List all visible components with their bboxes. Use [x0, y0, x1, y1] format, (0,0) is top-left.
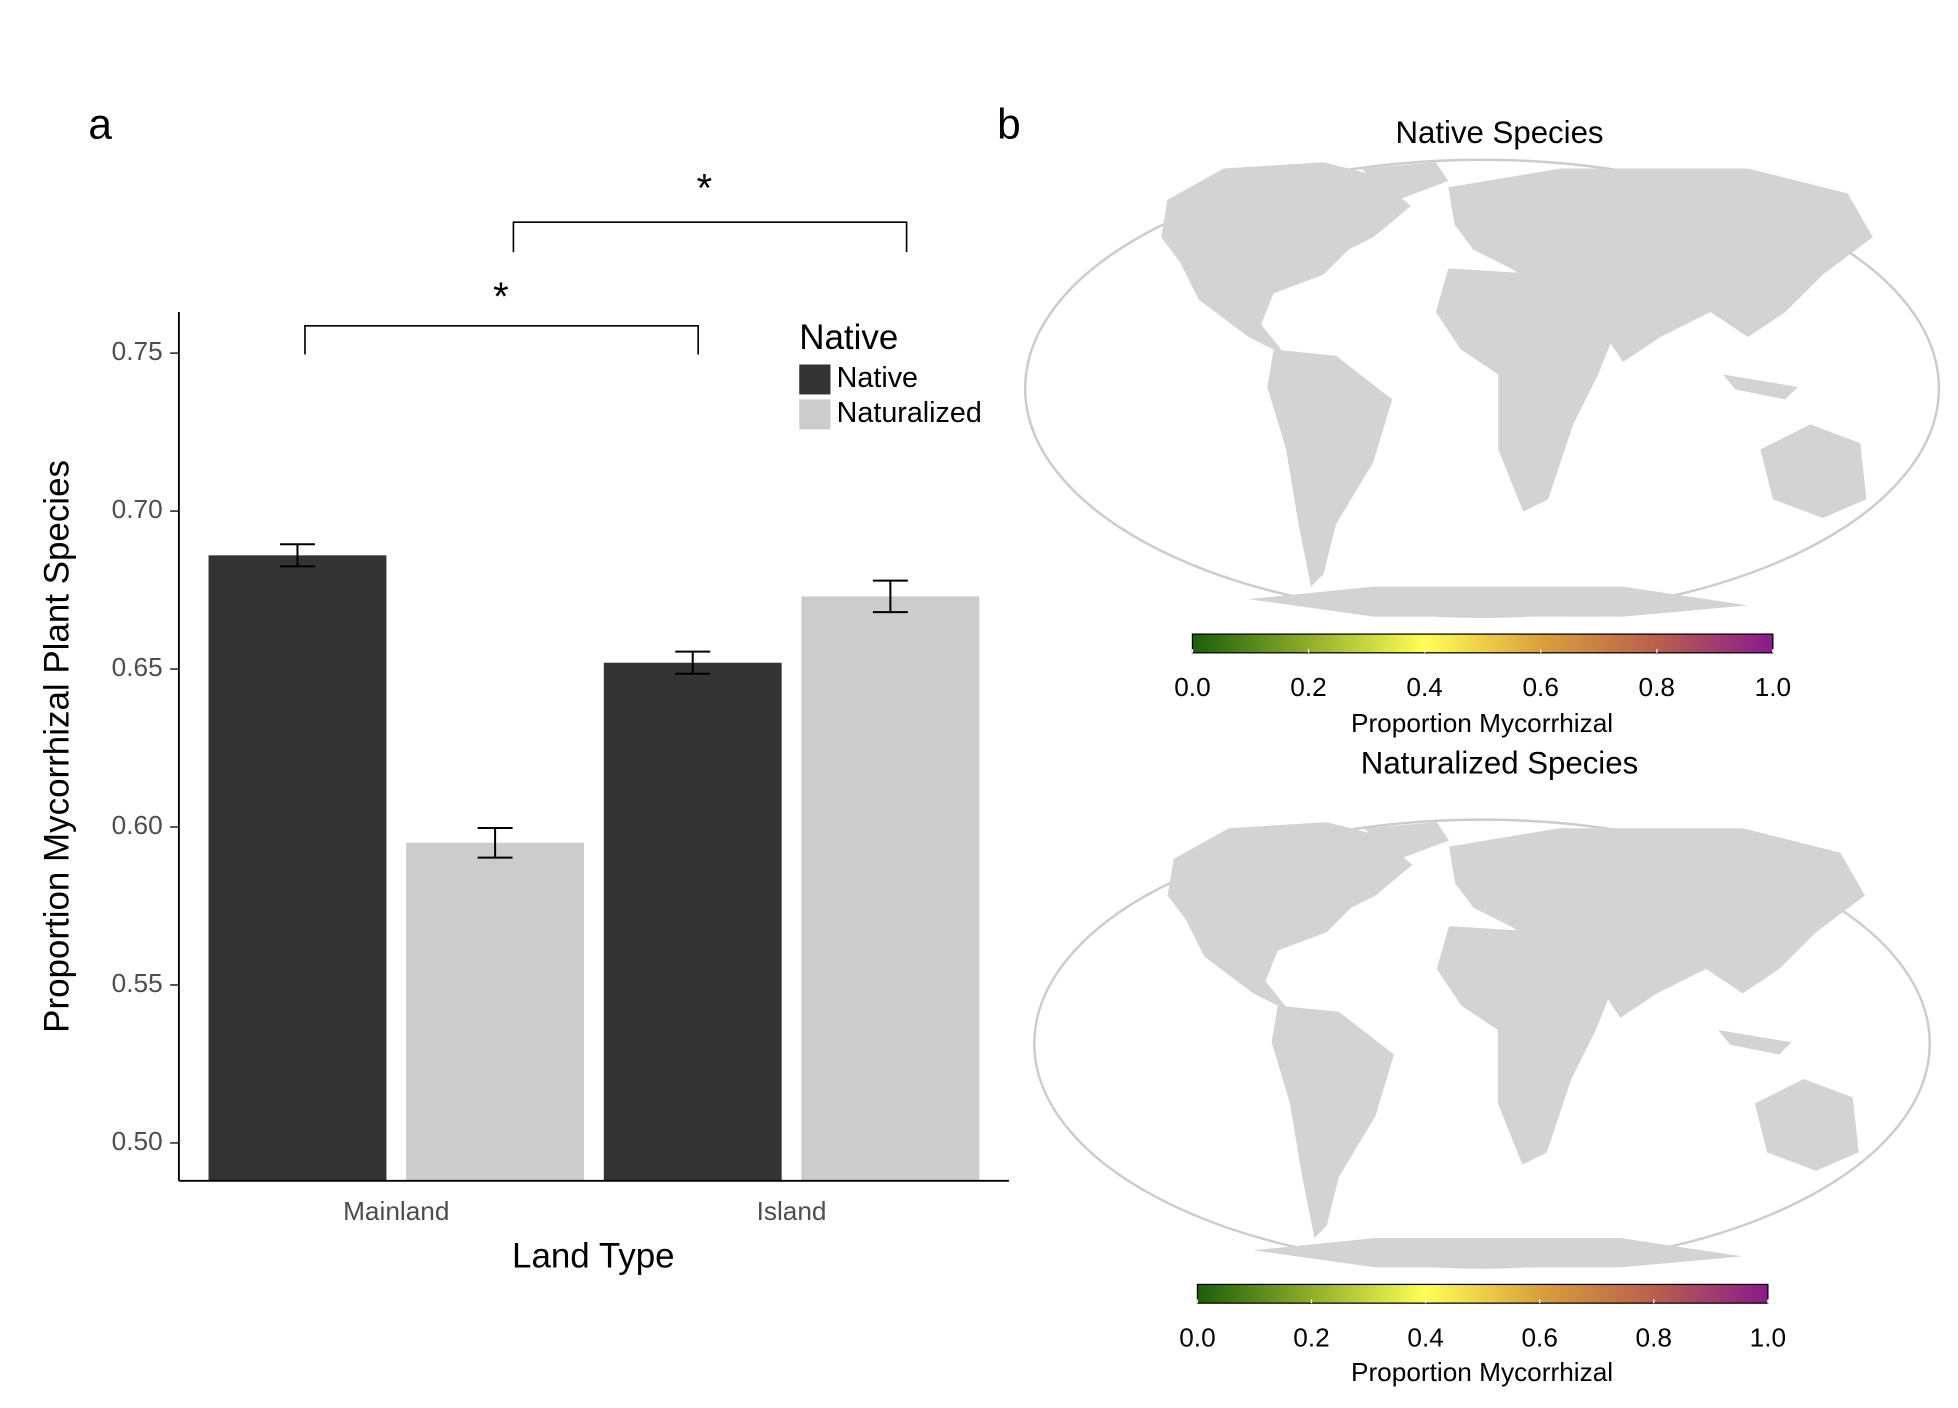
- significance-star: *: [697, 167, 713, 211]
- error-bar: [675, 650, 711, 675]
- bar: [801, 596, 980, 1181]
- panel-label: a: [88, 101, 112, 148]
- colorbar-title: Proportion Mycorrhizal: [1351, 1357, 1613, 1387]
- significance-star: *: [493, 275, 509, 319]
- colorbar-tick-label: 0.4: [1407, 1322, 1443, 1352]
- colorbar-title: Proportion Mycorrhizal: [1351, 708, 1613, 738]
- colorbar-tick-label: 0.6: [1522, 672, 1558, 702]
- error-bar: [477, 826, 513, 859]
- colorbar-tick-label: 0.0: [1179, 1322, 1215, 1352]
- y-tick-label: 0.75: [112, 336, 163, 366]
- y-tick-label: 0.50: [112, 1126, 163, 1156]
- colorbar-tick-label: 1.0: [1755, 672, 1791, 702]
- colorbar-tick-label: 0.8: [1636, 1322, 1672, 1352]
- colorbar-tick-label: 1.0: [1750, 1322, 1786, 1352]
- colorbar-tick-label: 0.0: [1174, 672, 1210, 702]
- colorbar-tick-label: 0.4: [1406, 672, 1442, 702]
- bar: [208, 555, 387, 1181]
- bar: [406, 842, 585, 1181]
- significance-bracket: [304, 221, 908, 355]
- bar: [603, 662, 782, 1181]
- y-tick-label: 0.55: [112, 968, 163, 998]
- x-tick-label: Mainland: [343, 1196, 449, 1226]
- legend-swatch: [799, 364, 831, 395]
- colorbar: [1191, 633, 1774, 654]
- panel-label: b: [997, 101, 1021, 148]
- legend-label: Native: [837, 362, 918, 394]
- colorbar: [1196, 1283, 1769, 1304]
- map-naturalized: [1033, 818, 1931, 1269]
- x-axis-title: Land Type: [512, 1236, 675, 1275]
- y-tick-label: 0.60: [112, 810, 163, 840]
- legend-label: Naturalized: [837, 397, 982, 429]
- error-bar: [279, 543, 315, 568]
- legend-title: Native: [799, 318, 898, 357]
- colorbar-tick-label: 0.6: [1521, 1322, 1557, 1352]
- colorbar-tick-label: 0.2: [1293, 1322, 1329, 1352]
- map-title: Naturalized Species: [1361, 745, 1638, 780]
- y-tick-label: 0.65: [112, 652, 163, 682]
- map-title: Native Species: [1395, 115, 1603, 150]
- y-axis-title: Proportion Mycorrhizal Plant Species: [37, 460, 76, 1033]
- colorbar-tick-label: 0.2: [1290, 672, 1326, 702]
- legend-swatch: [799, 399, 831, 430]
- error-bar: [872, 579, 908, 614]
- colorbar-tick-label: 0.8: [1639, 672, 1675, 702]
- y-tick-label: 0.70: [112, 494, 163, 524]
- x-tick-label: Island: [757, 1196, 827, 1226]
- map-native: [1023, 158, 1941, 618]
